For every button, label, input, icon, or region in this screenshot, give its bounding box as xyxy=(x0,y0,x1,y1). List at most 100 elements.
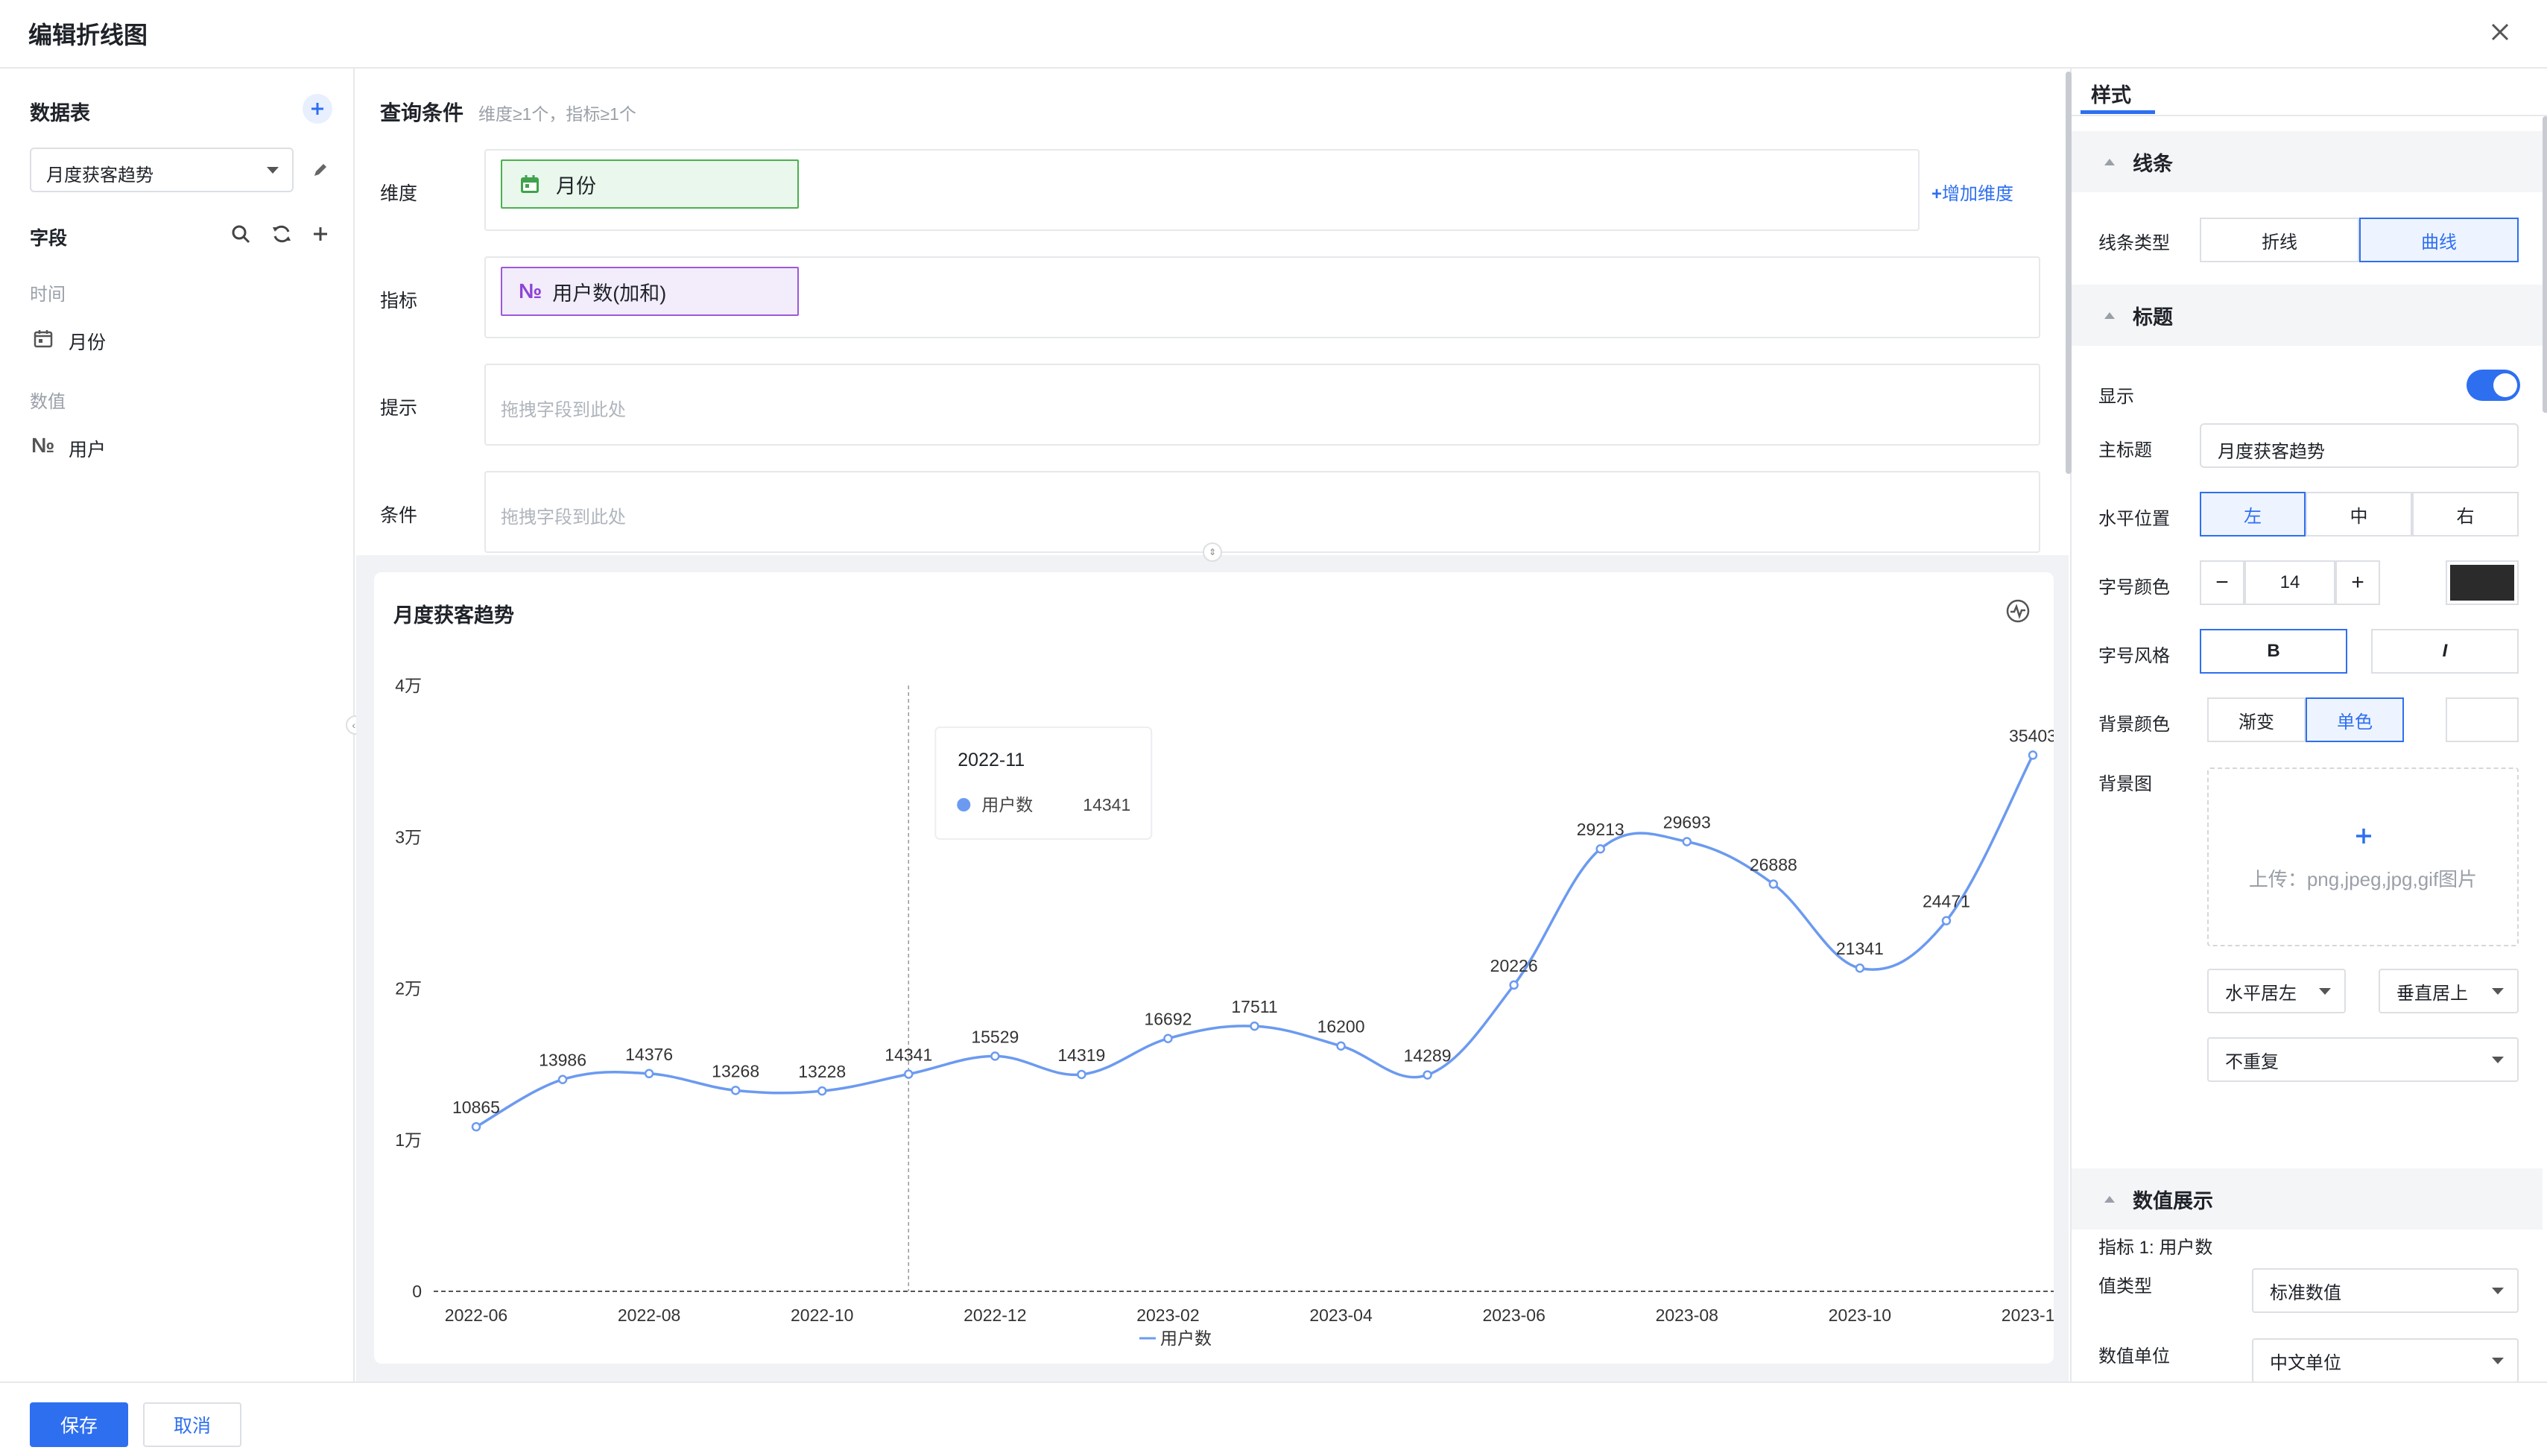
data-label: 26888 xyxy=(1750,855,1797,875)
italic-toggle[interactable]: I xyxy=(2371,629,2519,674)
tooltip-box xyxy=(934,727,1153,840)
line-type-polyline[interactable]: 折线 xyxy=(2200,218,2359,262)
font-size-increase[interactable]: + xyxy=(2335,560,2380,605)
bg-image-label: 背景图 xyxy=(2098,774,2152,794)
font-color-swatch[interactable] xyxy=(2446,560,2519,605)
x-tick-label: 2022-12 xyxy=(964,1305,1026,1325)
bold-toggle[interactable]: B xyxy=(2200,629,2347,674)
plus-icon: + xyxy=(2351,570,2364,595)
value-type-select[interactable]: 标准数值 xyxy=(2252,1268,2519,1313)
datatable-select-value: 月度获客趋势 xyxy=(46,165,154,186)
search-fields-button[interactable] xyxy=(226,219,256,249)
calendar-icon xyxy=(34,330,53,348)
edit-datatable-button[interactable] xyxy=(306,155,335,185)
toggle-knob xyxy=(2493,373,2517,397)
section-title-title: 标题 xyxy=(2133,306,2173,329)
close-button[interactable] xyxy=(2481,13,2519,51)
data-point xyxy=(1250,1021,1259,1031)
cancel-button[interactable]: 取消 xyxy=(143,1402,241,1447)
tooltip-dropzone[interactable]: 拖拽字段到此处 xyxy=(484,364,2040,446)
chart-title: 月度获客趋势 xyxy=(393,604,514,627)
section-title[interactable]: 标题 xyxy=(2072,285,2543,346)
tab-divider xyxy=(2072,115,2547,116)
repeat-select[interactable]: 不重复 xyxy=(2207,1037,2519,1082)
show-toggle[interactable] xyxy=(2467,370,2520,401)
section-line[interactable]: 线条 xyxy=(2072,131,2543,192)
data-point xyxy=(1855,963,1865,973)
line-chart[interactable]: 0 1万 2万 3万 4万 2022-06 2022-08 2022-10 2022-12 202… xyxy=(374,572,2054,1364)
bg-image-upload[interactable]: 上传：png,jpeg,jpg,gif图片 xyxy=(2207,767,2519,946)
field-group-label: 数值 xyxy=(30,392,66,412)
bg-mode-gradient[interactable]: 渐变 xyxy=(2207,697,2306,742)
condition-dropzone[interactable]: 拖拽字段到此处 xyxy=(484,471,2040,553)
x-tick-label: 2022-08 xyxy=(618,1305,680,1325)
line-type-curve[interactable]: 曲线 xyxy=(2359,218,2519,262)
section-value-display[interactable]: 数值展示 xyxy=(2072,1168,2543,1229)
tab-style-underline xyxy=(2081,110,2155,114)
metric-caption: 指标 1: 用户数 xyxy=(2098,1238,2213,1258)
dimension-dropzone[interactable]: 月份 xyxy=(484,149,1920,231)
y-tick-label: 3万 xyxy=(395,827,422,846)
data-label: 21341 xyxy=(1836,939,1884,958)
dialog-header: 编辑折线图 xyxy=(0,0,2547,69)
section-value-title: 数值展示 xyxy=(2133,1189,2213,1212)
data-point xyxy=(730,1086,741,1095)
refresh-fields-button[interactable] xyxy=(267,219,297,249)
data-label: 14376 xyxy=(625,1045,673,1064)
h-position-select[interactable]: 水平居左 xyxy=(2207,969,2346,1013)
legend-label: 用户数 xyxy=(1160,1329,1212,1348)
data-point xyxy=(557,1074,568,1084)
h-align-label: 水平位置 xyxy=(2098,509,2170,529)
add-dimension-button[interactable]: +增加维度 xyxy=(1931,179,2013,205)
data-label: 13268 xyxy=(712,1061,759,1080)
tab-style[interactable]: 样式 xyxy=(2091,84,2131,107)
add-datatable-button[interactable] xyxy=(303,94,332,124)
data-label: 20226 xyxy=(1490,956,1538,975)
x-tick-label: 2023-12 xyxy=(2002,1305,2054,1325)
chart-pulse-icon xyxy=(2006,599,2030,623)
save-button[interactable]: 保存 xyxy=(30,1402,128,1447)
dimension-chip[interactable]: 月份 xyxy=(501,159,799,209)
font-size-input[interactable]: 14 xyxy=(2244,560,2335,605)
font-size-decrease[interactable]: − xyxy=(2200,560,2244,605)
datatable-select[interactable]: 月度获客趋势 xyxy=(30,148,294,192)
chevron-down-icon xyxy=(2492,1358,2504,1364)
metric-chip[interactable]: № 用户数(加和) xyxy=(501,267,799,316)
query-panel: 查询条件 维度≥1个，指标≥1个 维度 月份 +增加维度 指标 № 用户数(加和… xyxy=(356,69,2069,1381)
chart-settings-button[interactable] xyxy=(2005,598,2031,624)
left-panel: 数据表 月度获客趋势 字段 时间 月份 数值 № 用户 xyxy=(0,69,355,1381)
v-position-value: 垂直居上 xyxy=(2396,983,2468,1004)
y-tick-label: 1万 xyxy=(395,1130,422,1150)
y-tick-label: 0 xyxy=(412,1282,422,1301)
h-align-center[interactable]: 中 xyxy=(2306,492,2412,536)
bg-color-swatch[interactable] xyxy=(2446,697,2519,742)
data-point xyxy=(2028,750,2038,760)
dimension-label: 维度 xyxy=(380,183,418,204)
main-title-input[interactable]: 月度获客趋势 xyxy=(2200,423,2519,468)
field-item-label: 用户 xyxy=(69,440,107,460)
tooltip-placeholder: 拖拽字段到此处 xyxy=(501,400,626,420)
data-label: 14319 xyxy=(1057,1045,1105,1065)
right-scrollbar[interactable] xyxy=(2543,116,2547,413)
x-tick-label: 2022-10 xyxy=(791,1305,853,1325)
v-position-select[interactable]: 垂直居上 xyxy=(2379,969,2519,1013)
add-dimension-label: 增加维度 xyxy=(1942,184,2014,204)
plus-icon xyxy=(314,227,327,241)
tooltip-title: 2022-11 xyxy=(958,750,1025,770)
value-unit-select[interactable]: 中文单位 xyxy=(2252,1338,2519,1383)
value-unit-value: 中文单位 xyxy=(2270,1352,2341,1373)
split-resize-handle[interactable]: ⇕ xyxy=(1203,542,1222,562)
search-icon xyxy=(232,225,250,244)
repeat-value: 不重复 xyxy=(2225,1051,2279,1072)
left-scrollbar[interactable] xyxy=(2066,72,2072,474)
add-field-button[interactable] xyxy=(306,219,335,249)
y-tick-label: 4万 xyxy=(395,676,422,695)
dialog-title: 编辑折线图 xyxy=(28,22,148,48)
bg-mode-solid[interactable]: 单色 xyxy=(2306,697,2404,742)
h-align-right[interactable]: 右 xyxy=(2412,492,2519,536)
h-align-left[interactable]: 左 xyxy=(2200,492,2306,536)
field-item-users[interactable]: № 用户 xyxy=(30,429,328,462)
field-item-month[interactable]: 月份 xyxy=(30,322,328,355)
metric-dropzone[interactable]: № 用户数(加和) xyxy=(484,256,2040,338)
tooltip-value: 14341 xyxy=(1083,795,1130,814)
